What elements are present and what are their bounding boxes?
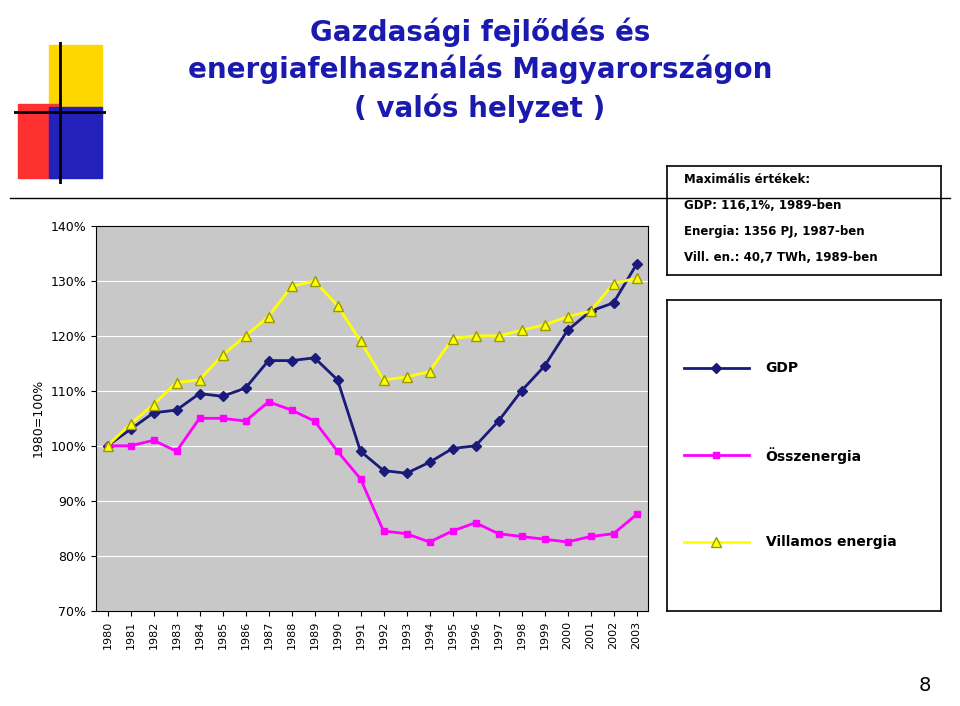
Text: GDP: 116,1%, 1989-ben: GDP: 116,1%, 1989-ben [684,199,841,212]
Bar [49,45,102,116]
Text: GDP: GDP [766,361,799,376]
Bar [18,104,60,178]
Text: Maximális értékek:: Maximális értékek: [684,172,809,186]
Bar [49,107,102,178]
Text: Összenergia: Összenergia [766,447,862,464]
Text: Villamos energia: Villamos energia [766,535,897,549]
Text: Vill. en.: 40,7 TWh, 1989-ben: Vill. en.: 40,7 TWh, 1989-ben [684,251,877,265]
Text: Energia: 1356 PJ, 1987-ben: Energia: 1356 PJ, 1987-ben [684,225,864,238]
Y-axis label: 1980=100%: 1980=100% [32,379,45,457]
Text: 8: 8 [919,676,931,695]
Text: ( valós helyzet ): ( valós helyzet ) [354,93,606,123]
Text: Gazdasági fejlődés és: Gazdasági fejlődés és [310,18,650,47]
Text: energiafelhasználás Magyarországon: energiafelhasználás Magyarországon [188,54,772,84]
